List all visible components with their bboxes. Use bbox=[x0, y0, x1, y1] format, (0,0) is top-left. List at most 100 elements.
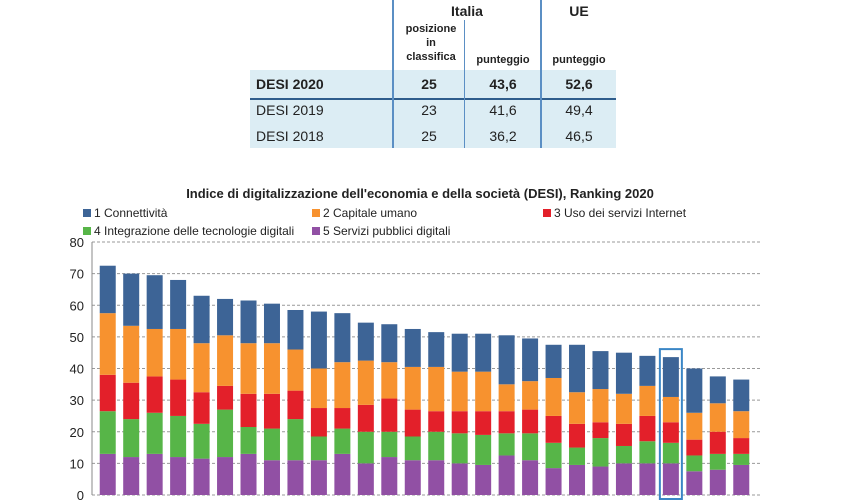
bar-segment bbox=[498, 455, 515, 495]
bar-segment bbox=[146, 412, 163, 454]
legend-label: 3 Uso dei servizi Internet bbox=[554, 206, 687, 220]
bar-segment bbox=[428, 366, 445, 412]
bar-segment bbox=[451, 333, 468, 372]
bar-segment bbox=[381, 431, 398, 458]
bar-segment bbox=[686, 412, 703, 440]
row-separator bbox=[250, 98, 616, 100]
bar-segment bbox=[357, 360, 374, 405]
bar-segment bbox=[381, 362, 398, 399]
row-label: DESI 2018 bbox=[256, 128, 324, 144]
y-tick-label: 30 bbox=[70, 393, 84, 408]
bar-segment bbox=[263, 303, 280, 344]
chart-title: Indice di digitalizzazione dell'economia… bbox=[186, 186, 654, 201]
bar-segment bbox=[170, 279, 187, 329]
bar-segment bbox=[592, 389, 609, 423]
bar-segment bbox=[569, 464, 586, 495]
bar-segment bbox=[193, 343, 210, 393]
bar-segment bbox=[569, 423, 586, 448]
legend-label: 1 Connettività bbox=[94, 206, 168, 220]
bar-segment bbox=[99, 453, 116, 495]
bar-segment bbox=[193, 295, 210, 344]
sub-header: posizione in classifica bbox=[405, 23, 457, 63]
bar-segment bbox=[475, 333, 492, 372]
bar-segment bbox=[639, 355, 656, 386]
bar-segment bbox=[686, 368, 703, 413]
table-cell: 23 bbox=[421, 102, 437, 118]
table-cell: 25 bbox=[421, 128, 437, 144]
bar-segment bbox=[733, 411, 750, 439]
table-cell: 43,6 bbox=[489, 76, 517, 92]
legend-label: 4 Integrazione delle tecnologie digitali bbox=[94, 224, 294, 238]
bar-segment bbox=[662, 396, 679, 423]
bar-segment bbox=[428, 332, 445, 367]
legend-swatch bbox=[312, 209, 320, 217]
bar-segment bbox=[592, 422, 609, 439]
bar-segment bbox=[123, 325, 140, 383]
bar-segment bbox=[310, 408, 327, 437]
bar-segment bbox=[733, 453, 750, 465]
bar-segment bbox=[263, 460, 280, 495]
bar-segment bbox=[287, 349, 304, 391]
bar-segment bbox=[334, 453, 351, 495]
bar-segment bbox=[357, 322, 374, 361]
bar-segment bbox=[146, 275, 163, 329]
bar-segment bbox=[123, 457, 140, 495]
bar-segment bbox=[146, 453, 163, 495]
bar-segment bbox=[592, 466, 609, 495]
bar-segment bbox=[334, 408, 351, 429]
bar-segment bbox=[404, 366, 421, 410]
bar-segment bbox=[381, 457, 398, 495]
bar-segment bbox=[193, 392, 210, 424]
bar-segment bbox=[545, 377, 562, 416]
bar-segment bbox=[475, 434, 492, 465]
bar-segment bbox=[475, 411, 492, 435]
legend-swatch bbox=[312, 227, 320, 235]
bar-segment bbox=[475, 464, 492, 495]
col-separator bbox=[540, 0, 542, 148]
bar-segment bbox=[498, 384, 515, 412]
bar-segment bbox=[170, 379, 187, 416]
bar-segment bbox=[639, 415, 656, 442]
group-header: UE bbox=[569, 3, 589, 19]
bar-segment bbox=[615, 423, 632, 446]
bar-segment bbox=[287, 390, 304, 420]
table: Italia UE posizione in classifica punteg… bbox=[250, 0, 616, 150]
bar-segment bbox=[404, 328, 421, 367]
bar-segment bbox=[615, 352, 632, 394]
bar-segment bbox=[193, 423, 210, 459]
table-cell: 36,2 bbox=[489, 128, 517, 144]
bar-segment bbox=[310, 311, 327, 369]
bar-segment bbox=[404, 409, 421, 437]
bar-segment bbox=[357, 463, 374, 495]
bar-segment bbox=[733, 379, 750, 412]
bar-segment bbox=[170, 415, 187, 458]
bar-segment bbox=[686, 471, 703, 495]
bar-segment bbox=[287, 419, 304, 461]
bar-segment bbox=[217, 335, 234, 386]
y-tick-label: 20 bbox=[70, 425, 84, 440]
bar-segment bbox=[123, 419, 140, 458]
y-tick-label: 60 bbox=[70, 298, 84, 313]
legend-swatch bbox=[543, 209, 551, 217]
bar-segment bbox=[428, 460, 445, 495]
bar-segment bbox=[545, 415, 562, 443]
bar-segment bbox=[310, 436, 327, 461]
bar-segment bbox=[522, 433, 539, 461]
bar-segment bbox=[686, 455, 703, 472]
bar-segment bbox=[287, 460, 304, 495]
bar-segment bbox=[451, 433, 468, 464]
bar-segment bbox=[240, 427, 257, 454]
bar-segment bbox=[310, 368, 327, 409]
bar-segment bbox=[498, 411, 515, 434]
bar-segment bbox=[686, 439, 703, 456]
bar-segment bbox=[569, 344, 586, 393]
bar-segment bbox=[733, 464, 750, 495]
bar-segment bbox=[592, 438, 609, 467]
bar-segment bbox=[545, 442, 562, 469]
bar-segment bbox=[334, 428, 351, 454]
bar-segment bbox=[99, 374, 116, 412]
legend-swatch bbox=[83, 227, 91, 235]
bar-segment bbox=[639, 463, 656, 495]
bar-segment bbox=[615, 393, 632, 424]
